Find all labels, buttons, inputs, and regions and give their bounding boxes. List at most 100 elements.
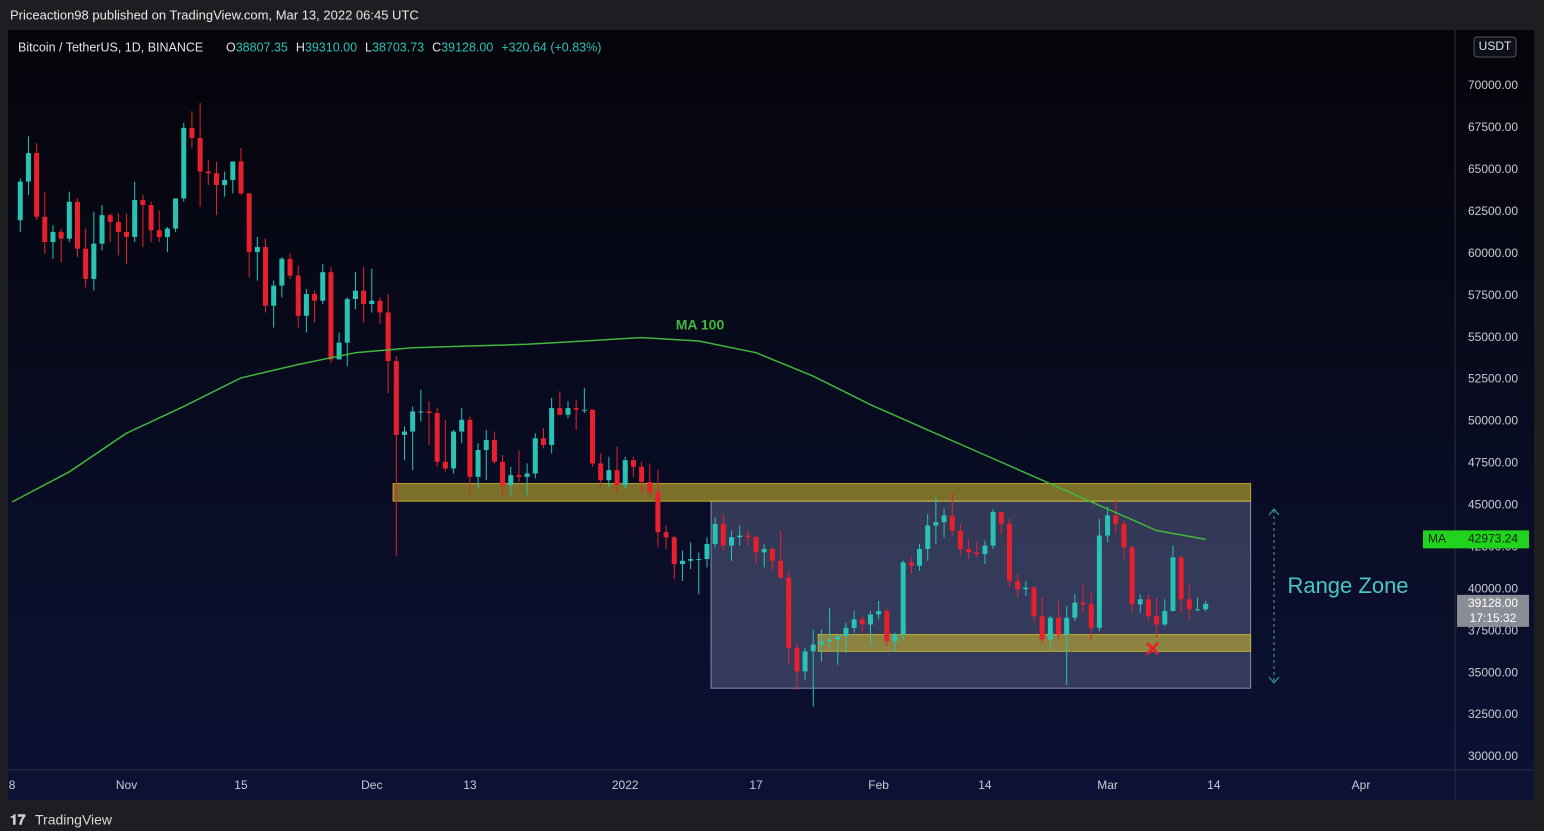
ohlc-key: L [365,40,372,54]
candle-body [737,535,743,538]
candle-body [361,290,367,305]
candle-body [34,153,40,217]
candle-body [17,181,23,221]
candle-body [1088,604,1094,628]
candle-body [908,562,914,566]
candle-body [1203,603,1209,610]
candle-body [181,127,187,199]
candle-body [189,127,195,138]
candle-body [124,231,130,237]
candle-body [352,290,358,300]
candle-body [156,230,162,237]
x-tick-label: 8 [9,778,16,792]
candle-body [802,651,808,672]
candle-body [1015,580,1021,590]
y-tick-label: 55000.00 [1468,330,1518,344]
ohlc-value: 38703.73 [372,40,424,54]
candle-body [500,461,506,486]
candle-body [778,560,784,578]
candle-body [532,438,538,474]
candle-body [925,525,931,549]
y-tick-label: 60000.00 [1468,246,1518,260]
candle-body [393,361,399,435]
publish-info: Priceaction98 published on TradingView.c… [10,7,419,22]
candle-body [132,200,138,237]
candle-body [966,548,972,553]
zone [710,500,1252,689]
y-tick-label: 35000.00 [1468,665,1518,679]
candle-body [516,475,522,477]
candle-body [884,611,890,642]
candle-body [949,515,955,531]
candle-body [475,450,481,477]
candle-body [1145,599,1151,617]
brand-logo: 𝟏𝟕 [10,812,26,828]
candle-body [140,200,146,206]
candle-body [1080,602,1086,605]
ohlc-legend: O 38807.35 H 39310.00 L 38703.73 C 39128.00 +320… [226,40,601,54]
candle-body [769,548,775,561]
candle-body [990,512,996,546]
candle-body [639,466,645,482]
candle-body [786,577,792,648]
candle-body [1186,599,1192,610]
candle-body [1039,616,1045,640]
price-badge [1457,594,1529,627]
ma-badge [1423,530,1529,549]
zone [817,634,1252,652]
y-tick-label: 30000.00 [1468,749,1518,763]
candle-body [320,272,326,301]
candle-body [1023,587,1029,590]
candle-body [271,285,277,306]
candle-body [565,408,571,415]
candle-body [115,221,121,232]
y-tick-label: 45000.00 [1468,498,1518,512]
candle-body [810,644,816,652]
candle-body [630,460,636,467]
candle-body [1194,609,1200,611]
candle-body [336,342,342,360]
x-marker [1145,641,1160,656]
candle-body [933,522,939,526]
brand: 𝟏𝟕 TradingView [10,812,113,828]
x-tick-label: Feb [868,778,889,792]
candle-body [598,463,604,481]
candle-body [581,409,587,411]
candle-body [491,439,497,462]
candle-body [1162,611,1168,625]
candle-body [892,634,898,642]
candle-body [1154,616,1160,625]
zone [392,483,1252,502]
candle-body [213,173,219,185]
candle-body [1006,523,1012,581]
candle-body [279,258,285,286]
candle-body [827,639,833,642]
y-tick-label: 47500.00 [1468,456,1518,470]
plot [11,102,1252,707]
candle-body [982,545,988,555]
candle-body [720,523,726,546]
x-tick-label: 13 [463,778,477,792]
x-tick-label: 14 [978,778,992,792]
candle-body [1121,523,1127,548]
candle-body [107,215,113,222]
candle-body [867,614,873,625]
candle-body [818,641,824,645]
candle-body [148,205,154,231]
candle-body [1129,547,1135,605]
candle-body [197,137,203,172]
currency-badge[interactable] [1473,36,1517,58]
candle-body [426,411,432,414]
x-tick-label: Mar [1097,778,1118,792]
candle-body [58,231,64,239]
candle-body [917,548,923,566]
candle-body [50,231,56,243]
ohlc-value: 39128.00 [441,40,493,54]
candle-body [459,419,465,432]
candle-body [1105,515,1111,536]
candle-body [1047,617,1053,640]
y-tick-label: 50000.00 [1468,414,1518,428]
candle-body [418,411,424,413]
candle-body [941,515,947,523]
